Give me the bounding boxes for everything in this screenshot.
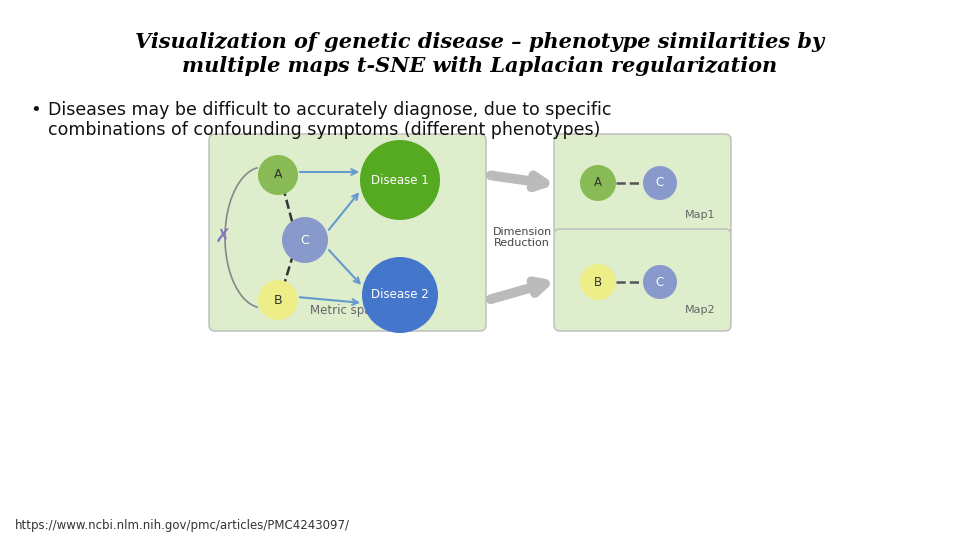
Text: ✗: ✗ [215,228,231,247]
FancyBboxPatch shape [554,229,731,331]
Text: •: • [30,101,40,119]
Text: combinations of confounding symptoms (different phenotypes): combinations of confounding symptoms (di… [48,121,600,139]
Circle shape [362,257,438,333]
Text: Diseases may be difficult to accurately diagnose, due to specific: Diseases may be difficult to accurately … [48,101,612,119]
Text: B: B [594,275,602,288]
Text: Disease 1: Disease 1 [372,173,429,186]
Text: Map1: Map1 [684,210,715,220]
Text: Map2: Map2 [684,305,715,315]
Text: C: C [656,275,664,288]
Circle shape [643,265,677,299]
FancyBboxPatch shape [209,134,486,331]
Circle shape [258,155,298,195]
Text: A: A [594,177,602,190]
Text: Metric space: Metric space [310,304,385,317]
Circle shape [282,217,328,263]
Text: A: A [274,168,282,181]
Circle shape [580,264,616,300]
Text: C: C [656,177,664,190]
Text: Disease 2: Disease 2 [372,288,429,301]
Text: multiple maps t-SNE with Laplacian regularization: multiple maps t-SNE with Laplacian regul… [182,56,778,76]
Circle shape [360,140,440,220]
Circle shape [580,165,616,201]
Text: B: B [274,294,282,307]
Circle shape [643,166,677,200]
Circle shape [258,280,298,320]
Text: Visualization of genetic disease – phenotype similarities by: Visualization of genetic disease – pheno… [135,32,825,52]
Text: https://www.ncbi.nlm.nih.gov/pmc/articles/PMC4243097/: https://www.ncbi.nlm.nih.gov/pmc/article… [15,519,350,532]
FancyBboxPatch shape [554,134,731,236]
Text: Dimension
Reduction: Dimension Reduction [492,227,552,248]
Text: C: C [300,233,309,246]
